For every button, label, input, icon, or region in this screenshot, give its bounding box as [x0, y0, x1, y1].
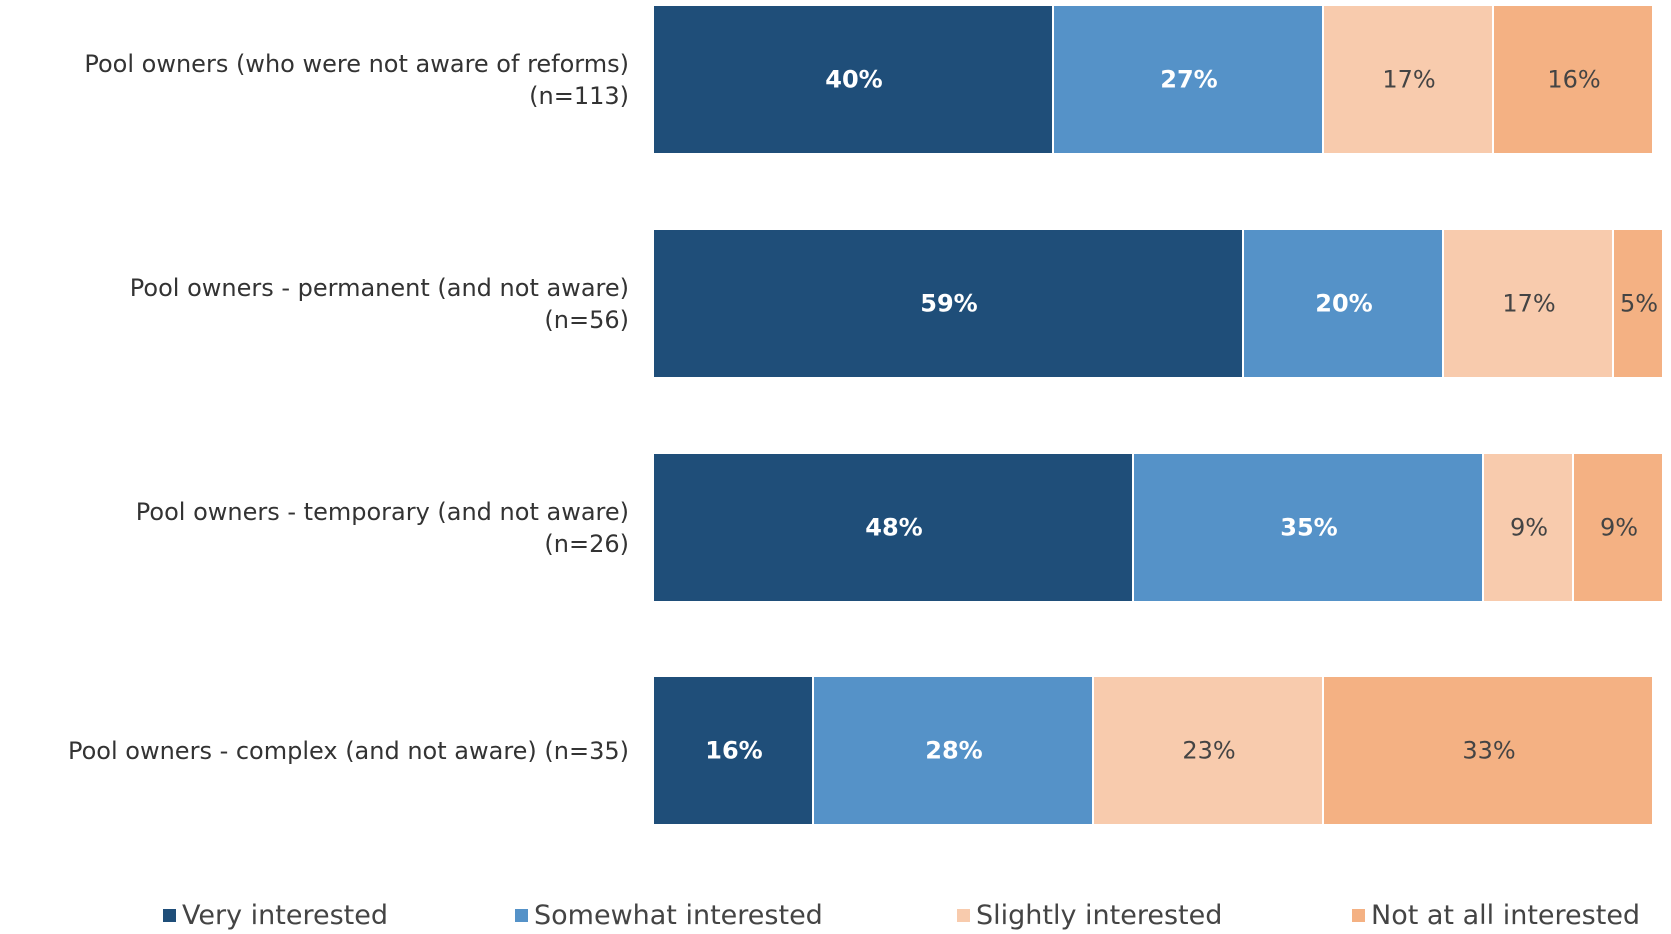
data-label: 28% — [925, 737, 982, 765]
legend-item: Not at all interested — [1352, 900, 1640, 931]
bar-segment — [1094, 677, 1322, 824]
legend-label: Slightly interested — [976, 900, 1223, 931]
bar-segment — [1134, 454, 1482, 601]
bar-segment — [654, 230, 1242, 377]
bar-segment — [1324, 677, 1652, 824]
data-label: 16% — [705, 737, 762, 765]
data-label: 27% — [1160, 66, 1217, 94]
data-label: 23% — [1182, 737, 1235, 765]
legend-label: Not at all interested — [1371, 900, 1641, 931]
legend-item: Somewhat interested — [515, 900, 823, 931]
bar-segment — [1054, 6, 1322, 153]
legend-swatch — [163, 909, 176, 922]
category-label: Pool owners - temporary (and not aware) … — [135, 497, 629, 558]
data-label: 20% — [1315, 290, 1372, 318]
data-label: 35% — [1280, 514, 1337, 542]
legend-item: Slightly interested — [957, 900, 1222, 931]
category-label: Pool owners - complex (and not aware) (n… — [68, 736, 629, 765]
legend-item: Very interested — [163, 900, 388, 931]
bar-segment — [1614, 230, 1662, 377]
bar-segment — [1574, 454, 1662, 601]
data-label: 16% — [1547, 66, 1600, 94]
category-label: Pool owners (who were not aware of refor… — [84, 49, 629, 110]
bar-segment — [814, 677, 1092, 824]
legend-label: Somewhat interested — [534, 900, 823, 931]
bar-segment — [654, 454, 1132, 601]
bar-segment — [1484, 454, 1572, 601]
legend-swatch — [1352, 909, 1365, 922]
category-label: Pool owners - permanent (and not aware) … — [129, 273, 629, 334]
data-label: 17% — [1382, 66, 1435, 94]
bar-segment — [1494, 6, 1652, 153]
bar-segment — [1244, 230, 1442, 377]
data-label: 48% — [865, 514, 922, 542]
data-label: 59% — [920, 290, 977, 318]
data-label: 17% — [1502, 290, 1555, 318]
bar-segment — [654, 677, 812, 824]
legend-swatch — [957, 909, 970, 922]
bar-segment — [1324, 6, 1492, 153]
data-label: 5% — [1620, 290, 1658, 318]
legend-label: Very interested — [182, 900, 388, 931]
data-label: 33% — [1462, 737, 1515, 765]
data-label: 9% — [1600, 514, 1638, 542]
data-label: 40% — [825, 66, 882, 94]
data-label: 9% — [1510, 514, 1548, 542]
bar-segment — [654, 6, 1052, 153]
bar-segment — [1444, 230, 1612, 377]
legend-swatch — [515, 909, 528, 922]
